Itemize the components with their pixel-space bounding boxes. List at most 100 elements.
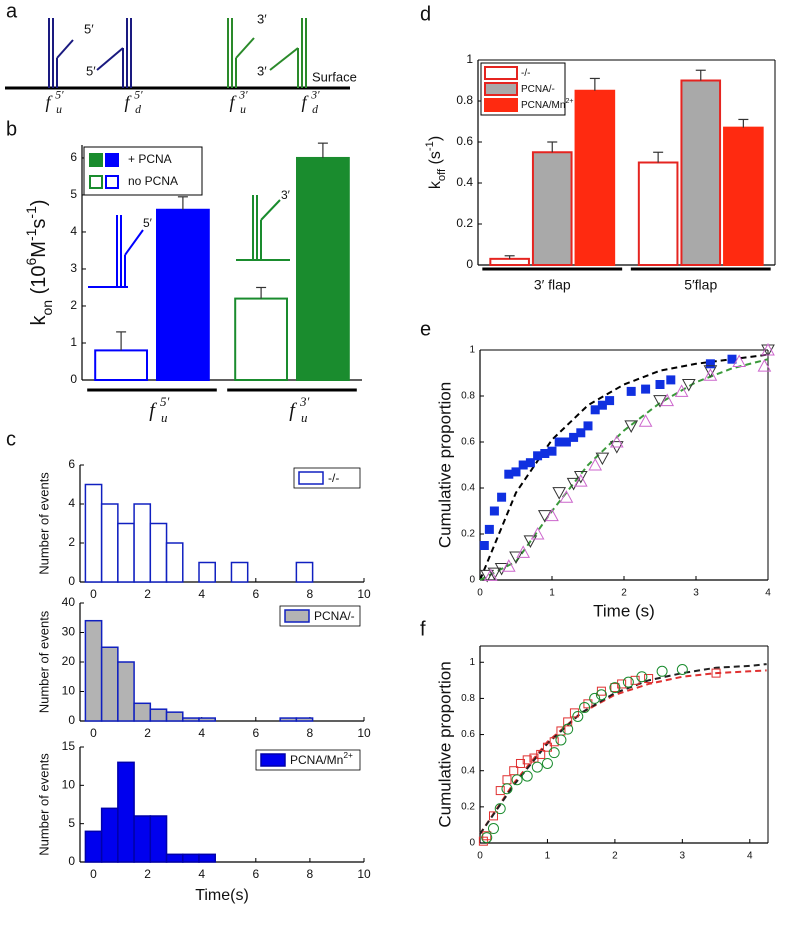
x-tick-label: 2 — [612, 851, 618, 862]
marker-square — [484, 524, 494, 534]
x-category-label: f — [149, 400, 157, 422]
x-tick-label: 2 — [144, 587, 151, 601]
histogram-bar — [84, 830, 103, 863]
marker-circle — [521, 770, 533, 782]
x-tick-label: 0 — [90, 587, 97, 601]
marker-triangle — [487, 567, 502, 581]
marker-square — [641, 384, 651, 394]
y-axis-label: Number of events — [36, 610, 51, 713]
x-tick-label: 0 — [90, 726, 97, 740]
y-tick-label: 2 — [70, 298, 77, 312]
label-part: ) — [28, 199, 50, 206]
x-tick-label: 4 — [198, 587, 205, 601]
marker-square — [576, 428, 586, 438]
y-tick-label: 2 — [68, 535, 75, 549]
y-tick-label: 0.2 — [461, 529, 475, 540]
y-axis-label: Cumulative proportion — [435, 661, 454, 827]
panel-label: e — [420, 318, 431, 340]
marker-square — [605, 396, 615, 406]
label-part: PCNA/Mn — [521, 100, 565, 111]
y-tick-label: 15 — [62, 739, 76, 753]
surface-label: Surface — [312, 69, 357, 84]
marker-triangle — [545, 508, 559, 522]
y-axis-label: kon (106M-1s-1) — [23, 199, 55, 325]
marker-square — [502, 775, 512, 785]
y-tick-label: 6 — [68, 457, 75, 471]
marker-triangle — [638, 414, 653, 427]
end-label: 5′ — [86, 63, 96, 78]
legend-box — [83, 146, 203, 196]
marker-triangle — [523, 535, 538, 548]
x-tick-label: 10 — [357, 867, 371, 881]
x-axis-label: Time (s) — [593, 601, 655, 620]
marker-triangle — [588, 457, 603, 471]
marker-triangle — [537, 510, 552, 523]
marker-square — [583, 699, 593, 709]
fit-curve — [479, 353, 769, 581]
marker-circle — [511, 774, 523, 786]
x-tick-label: 8 — [307, 587, 314, 601]
y-tick-label: 5 — [68, 816, 75, 830]
legend-swatch — [298, 471, 324, 485]
marker-square — [569, 708, 579, 718]
histogram-bar — [84, 619, 103, 722]
label-part: PCNA/Mn — [290, 753, 343, 767]
x-tick-label: 1 — [549, 588, 555, 599]
marker-circle — [622, 676, 634, 688]
label-part: s — [28, 219, 50, 229]
histogram-bar — [117, 661, 135, 722]
bar — [489, 257, 530, 267]
y-tick-label: 0 — [68, 574, 75, 588]
marker-square — [547, 446, 557, 456]
substrate-label-sup: 5′ — [134, 89, 143, 102]
x-tick-label: 10 — [357, 726, 371, 740]
y-tick-label: 0.2 — [461, 801, 475, 812]
marker-circle — [572, 710, 584, 722]
marker-triangle — [494, 563, 509, 576]
legend-label: -/- — [328, 471, 339, 485]
marker-square — [478, 836, 488, 846]
inset-schematic — [236, 195, 290, 261]
label-part: PCNA/- — [521, 84, 555, 95]
end-label: 3′ — [257, 11, 267, 26]
substrate-label: f — [301, 92, 309, 112]
y-tick-label: 0.6 — [461, 729, 475, 740]
y-tick-label: 0.6 — [456, 134, 473, 148]
marker-circle — [589, 692, 601, 704]
y-tick-label: 0 — [469, 575, 475, 586]
label-part: M — [28, 241, 50, 258]
legend-swatch — [284, 609, 310, 623]
marker-triangle — [624, 420, 639, 433]
marker-triangle — [660, 393, 675, 407]
marker-triangle — [552, 487, 567, 500]
y-tick-label: 0 — [68, 854, 75, 868]
marker-triangle — [573, 474, 588, 487]
legend-swatch — [484, 98, 518, 112]
marker-triangle — [732, 354, 747, 367]
x-axis-label: Time(s) — [195, 887, 249, 904]
y-tick-label: 0.8 — [456, 93, 473, 107]
marker-circle — [676, 663, 688, 675]
marker-triangle — [530, 526, 545, 540]
x-tick-label: 2 — [621, 588, 627, 599]
marker-square — [655, 380, 665, 389]
y-tick-label: 1 — [466, 52, 473, 66]
legend-label: + PCNA — [128, 152, 172, 166]
x-category-label: f — [289, 400, 297, 422]
histogram-bar — [84, 483, 103, 583]
histogram-bar — [133, 702, 152, 722]
substrate-label: f — [229, 92, 237, 112]
histogram-bar — [100, 646, 119, 722]
y-axis-label: koff (s-1) — [424, 136, 448, 189]
y-tick-label: 0 — [466, 257, 473, 271]
panel-a-schematic — [5, 18, 350, 90]
marker-square — [489, 506, 499, 516]
histogram-bar — [117, 761, 135, 863]
panel-label: b — [6, 118, 17, 140]
x-tick-label: 0 — [477, 851, 483, 862]
y-tick-label: 0.4 — [461, 765, 475, 776]
end-label: 3′ — [257, 63, 267, 78]
legend-label: -/- — [521, 68, 530, 79]
marker-circle — [487, 823, 499, 835]
marker-square — [561, 437, 571, 447]
